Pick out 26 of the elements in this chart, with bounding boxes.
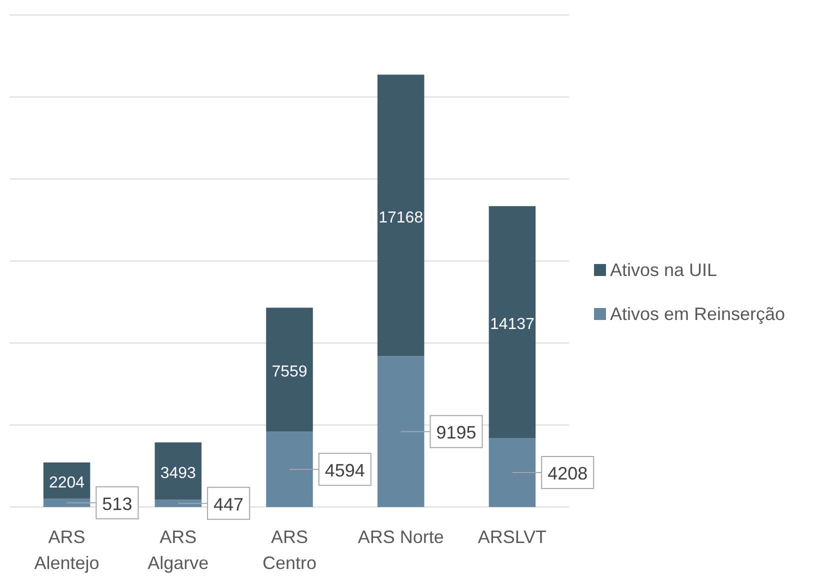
legend-label: Ativos em Reinserção bbox=[610, 304, 786, 324]
bar bbox=[266, 432, 313, 507]
x-tick-label: ARS Algarve bbox=[148, 527, 209, 573]
x-tick-label: ARS Alentejo bbox=[34, 527, 100, 573]
data-label: 4208 bbox=[548, 463, 588, 484]
x-tick-label: ARS Norte bbox=[358, 527, 444, 547]
bar bbox=[43, 498, 90, 507]
data-label: 4594 bbox=[324, 460, 365, 480]
bar bbox=[488, 206, 536, 438]
x-tick-label: ARSLVT bbox=[478, 527, 547, 547]
data-label: 3493 bbox=[160, 465, 196, 482]
bar bbox=[266, 308, 313, 432]
data-label: 17168 bbox=[378, 209, 424, 226]
bar bbox=[154, 500, 202, 507]
data-label: 14137 bbox=[490, 316, 535, 334]
bar bbox=[154, 442, 202, 500]
bar bbox=[377, 356, 424, 507]
data-label: 447 bbox=[214, 494, 244, 514]
data-label: 7559 bbox=[272, 364, 308, 381]
data-label: 2204 bbox=[48, 474, 85, 492]
x-tick-label: ARS Centro bbox=[262, 527, 317, 573]
bar bbox=[488, 438, 536, 507]
data-label: 513 bbox=[102, 494, 132, 514]
data-label: 9195 bbox=[436, 422, 476, 443]
bar bbox=[377, 74, 424, 356]
legend-label: Ativos na UIL bbox=[610, 260, 718, 280]
